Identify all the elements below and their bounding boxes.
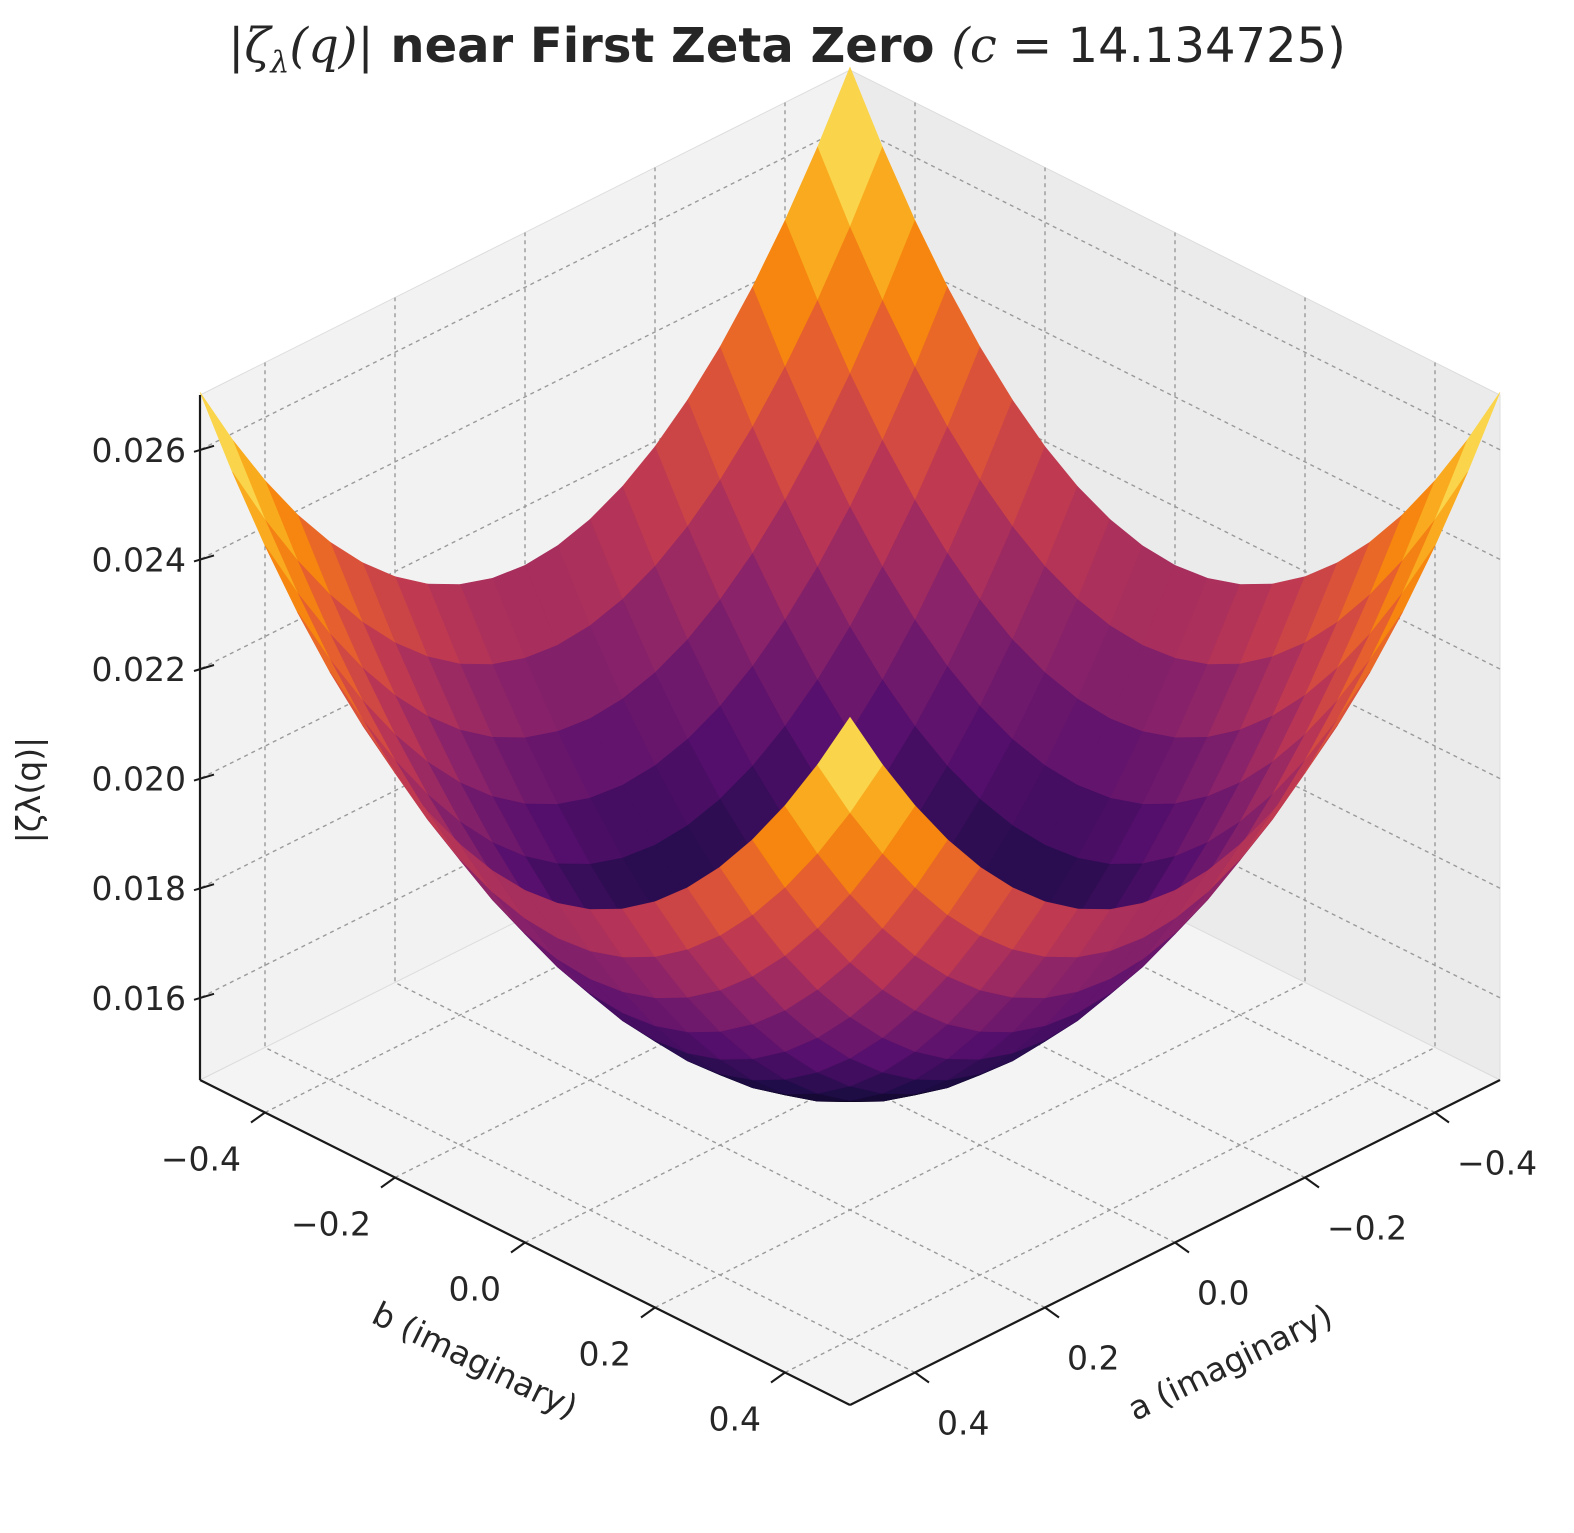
b-tick bbox=[770, 1371, 786, 1384]
z-axis-label: |ζλ(q)| bbox=[9, 737, 48, 843]
z-tick bbox=[193, 554, 215, 563]
a-tick bbox=[1044, 1306, 1060, 1319]
a-tick-label: −0.4 bbox=[1457, 1144, 1537, 1183]
a-axis-label: a (imaginary) bbox=[1121, 1296, 1338, 1429]
surface-mesh bbox=[199, 66, 1501, 1103]
a-tick-label: 0.2 bbox=[1067, 1339, 1119, 1378]
title-param-value: 14.134725 bbox=[1067, 18, 1328, 74]
b-axis-label: b (imaginary) bbox=[366, 1294, 584, 1427]
a-tick bbox=[1434, 1111, 1450, 1124]
z-tick bbox=[193, 664, 215, 672]
tick-marks: 0.016 0.018 0.020 0.022 0.024 0.026 −0.4 −0.2 0.… bbox=[92, 431, 1538, 1443]
b-tick-label: 0.0 bbox=[449, 1270, 501, 1309]
a-tick bbox=[1174, 1241, 1190, 1254]
b-tick bbox=[510, 1241, 526, 1254]
b-tick bbox=[380, 1176, 396, 1189]
title-prefix: |ζ bbox=[228, 18, 271, 74]
b-tick-label: −0.4 bbox=[161, 1140, 241, 1179]
title-param-eq: = bbox=[996, 18, 1068, 74]
x-gridline bbox=[264, 362, 916, 1374]
z-tick-label: 0.016 bbox=[92, 979, 186, 1018]
z-tick-label: 0.020 bbox=[92, 760, 186, 799]
y-gridline bbox=[654, 297, 1306, 1309]
z-gridline bbox=[199, 233, 1501, 561]
y-gridline bbox=[784, 362, 1436, 1374]
a-tick bbox=[1304, 1176, 1320, 1189]
title-param-open: (c bbox=[951, 18, 997, 74]
y-gridline bbox=[394, 167, 1046, 1179]
z-tick bbox=[193, 992, 215, 1001]
x-gridline bbox=[394, 297, 1046, 1309]
a-tick-label: −0.2 bbox=[1327, 1209, 1407, 1248]
z-gridline bbox=[199, 672, 1501, 999]
z-tick-label: 0.024 bbox=[92, 540, 186, 579]
surface-patch bbox=[817, 716, 883, 813]
b-tick bbox=[640, 1306, 656, 1319]
x-gridline bbox=[524, 232, 1176, 1244]
b-tick-label: 0.2 bbox=[579, 1335, 631, 1374]
b-tick-label: 0.4 bbox=[709, 1400, 761, 1439]
a-tick-label: 0.4 bbox=[937, 1404, 989, 1443]
y-gridline bbox=[524, 232, 1176, 1244]
title-param-close: ) bbox=[1327, 18, 1346, 74]
z-tick bbox=[193, 883, 215, 892]
z-gridline bbox=[199, 343, 1501, 670]
title-subscript: λ bbox=[270, 45, 290, 81]
x-gridline bbox=[654, 167, 1306, 1179]
z-tick-label: 0.018 bbox=[92, 869, 186, 908]
z-tick-label: 0.026 bbox=[92, 431, 186, 470]
b-tick-label: −0.2 bbox=[291, 1205, 371, 1244]
z-gridline bbox=[199, 124, 1501, 451]
z-tick bbox=[193, 444, 215, 453]
b-tick bbox=[250, 1111, 266, 1124]
y-gridline bbox=[264, 102, 916, 1114]
title-middle: (q)| bbox=[289, 18, 374, 74]
a-tick bbox=[914, 1371, 930, 1384]
z-tick-label: 0.022 bbox=[92, 650, 186, 689]
chart-title: |ζλ(q)| near First Zeta Zero (c = 14.134… bbox=[0, 18, 1574, 81]
title-bold: near First Zeta Zero bbox=[373, 18, 952, 74]
z-tick bbox=[193, 773, 215, 782]
x-gridline bbox=[784, 102, 1436, 1114]
a-tick-label: 0.0 bbox=[1197, 1274, 1249, 1313]
